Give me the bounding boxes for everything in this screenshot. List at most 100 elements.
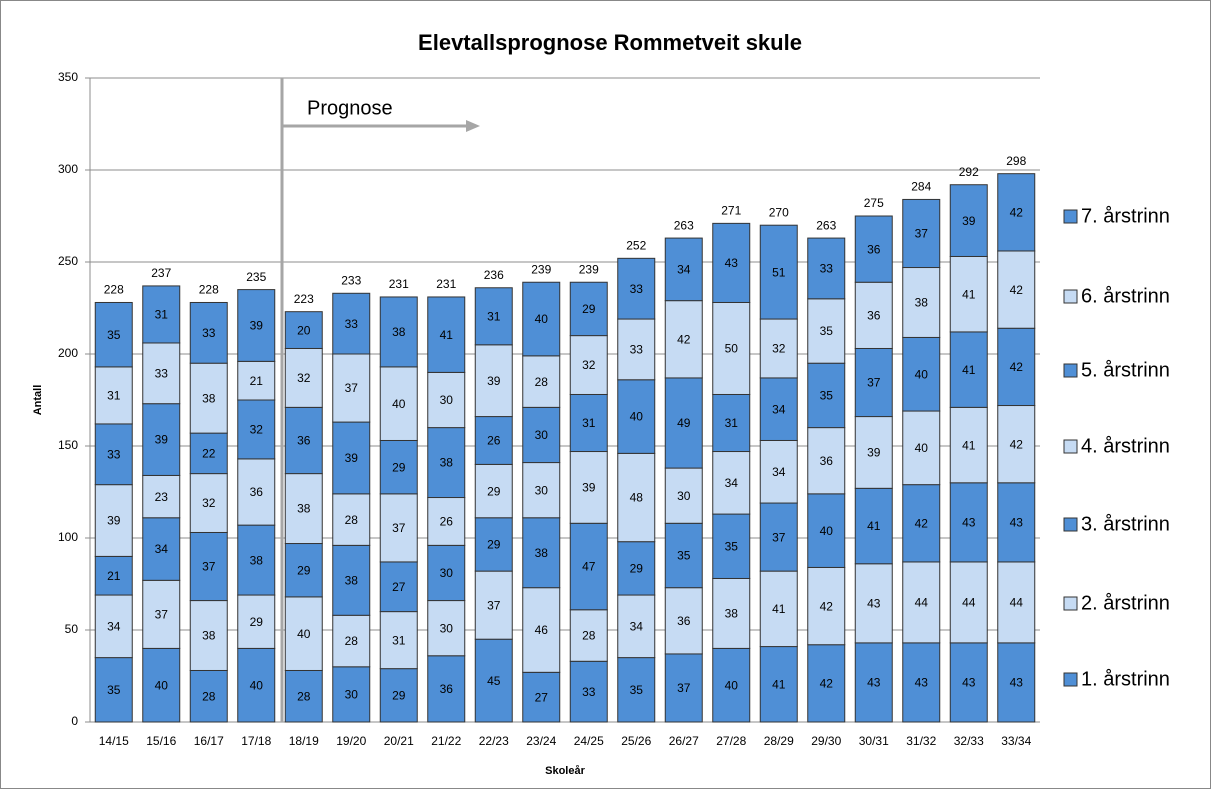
bar-segment (854, 416, 893, 489)
segment-label: 40 (725, 678, 739, 692)
bar-segment (617, 257, 656, 320)
segment-label: 36 (677, 614, 691, 628)
total-label: 239 (579, 262, 599, 276)
segment-label: 39 (962, 214, 976, 228)
segment-label: 45 (487, 674, 501, 688)
segment-label: 34 (155, 542, 169, 556)
bar-segment (712, 222, 751, 303)
x-tick-label: 21/22 (431, 734, 461, 748)
segment-label: 30 (345, 688, 359, 702)
segment-label: 39 (582, 481, 596, 495)
bar-segment (284, 311, 323, 349)
segment-label: 28 (297, 689, 311, 703)
total-label: 263 (816, 218, 836, 232)
bar-segment (712, 393, 751, 453)
segment-label: 30 (535, 428, 549, 442)
chart-title: Elevtallsprognose Rommetveit skule (418, 30, 802, 55)
bar-segment (712, 451, 751, 515)
annotation: Prognose (307, 97, 393, 119)
bar-segment (142, 579, 181, 649)
bar-segment (94, 484, 133, 557)
segment-label: 26 (487, 434, 501, 448)
segment-label: 34 (772, 465, 786, 479)
bar-segment (237, 289, 276, 362)
bar-segment (237, 524, 276, 596)
segment-label: 29 (392, 460, 406, 474)
x-tick-label: 23/24 (526, 734, 556, 748)
segment-label: 26 (440, 515, 454, 529)
segment-label: 41 (772, 602, 786, 616)
segment-label: 31 (107, 389, 121, 403)
segment-label: 50 (725, 342, 739, 356)
bar-segment (142, 342, 181, 405)
segment-label: 36 (867, 309, 881, 323)
y-tick-label: 200 (58, 346, 78, 360)
segment-label: 37 (345, 381, 359, 395)
bar-segment (569, 393, 608, 453)
bar-segment (664, 467, 703, 524)
y-tick-label: 350 (58, 70, 78, 84)
bar-segment (997, 405, 1036, 484)
segment-label: 34 (772, 402, 786, 416)
y-axis-label: Antall (32, 385, 44, 416)
bar-segment (522, 406, 561, 464)
total-label: 231 (389, 277, 409, 291)
segment-label: 35 (107, 683, 121, 697)
segment-label: 40 (820, 524, 834, 538)
segment-label: 38 (297, 502, 311, 516)
segment-label: 38 (535, 546, 549, 560)
bar-segment (189, 473, 228, 533)
segment-label: 41 (867, 519, 881, 533)
arrow-head (466, 120, 480, 132)
segment-label: 37 (772, 530, 786, 544)
segment-label: 35 (677, 549, 691, 563)
segment-label: 48 (630, 491, 644, 505)
segment-label: 42 (1010, 283, 1024, 297)
segment-label: 51 (772, 265, 786, 279)
bar-segment (949, 482, 988, 563)
segment-label: 38 (392, 325, 406, 339)
segment-label: 47 (582, 560, 596, 574)
segment-label: 28 (345, 513, 359, 527)
segment-label: 36 (297, 434, 311, 448)
x-tick-label: 32/33 (954, 734, 984, 748)
bar-segment (427, 600, 466, 657)
total-label: 275 (864, 196, 884, 210)
segment-label: 32 (772, 342, 786, 356)
bar-segment (902, 198, 941, 269)
segment-label: 43 (915, 676, 929, 690)
bar-segment (759, 502, 798, 572)
legend-label: 4. årstrinn (1081, 435, 1170, 457)
legend-swatch (1063, 289, 1078, 304)
bar-segment (807, 566, 846, 646)
segment-label: 44 (915, 596, 929, 610)
segment-label: 39 (867, 446, 881, 460)
segment-label: 44 (962, 596, 976, 610)
segment-label: 39 (345, 451, 359, 465)
x-tick-label: 22/23 (479, 734, 509, 748)
y-tick-label: 250 (58, 254, 78, 268)
y-tick-label: 300 (58, 162, 78, 176)
segment-label: 29 (392, 688, 406, 702)
bar-segment (379, 611, 418, 670)
segment-label: 37 (155, 608, 169, 622)
bar-segment (902, 642, 941, 723)
legend-label: 5. årstrinn (1081, 359, 1170, 381)
total-label: 237 (151, 266, 171, 280)
segment-label: 41 (440, 328, 454, 342)
segment-label: 43 (962, 676, 976, 690)
x-tick-label: 25/26 (621, 734, 651, 748)
bar-segment (94, 301, 133, 368)
y-tick-label: 0 (71, 714, 78, 728)
bar-segment (949, 184, 988, 257)
segment-label: 32 (582, 358, 596, 372)
segment-label: 43 (725, 256, 739, 270)
bar-segment (189, 531, 228, 602)
bar-segment (474, 638, 513, 723)
bar-segment (664, 653, 703, 723)
total-label: 292 (959, 165, 979, 179)
segment-label: 32 (297, 371, 311, 385)
segment-label: 42 (1010, 205, 1024, 219)
bar-segment (617, 657, 656, 723)
